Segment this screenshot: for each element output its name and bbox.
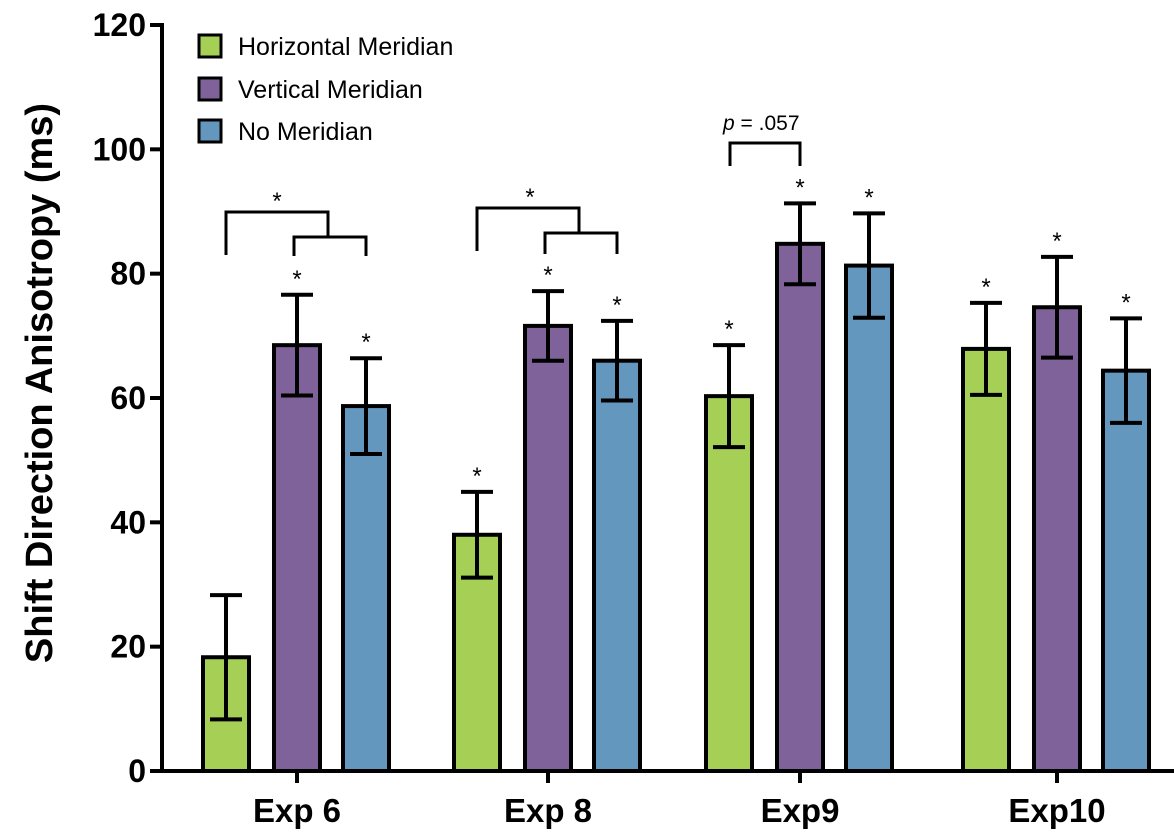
bracket-star: * [525,184,534,211]
y-tick-label: 60 [110,380,146,416]
bar [1032,305,1082,773]
y-tick-label: 20 [110,629,146,665]
axes: 0 20 40 60 80 100 120 Exp 6 Exp 8 Exp9 Exp10 [93,7,1174,829]
significance-star: * [795,174,804,201]
legend: Horizontal Meridian Vertical Meridian No M… [197,33,453,146]
y-tick-label: 120 [93,7,146,43]
significance-star: * [292,266,301,293]
bar [272,343,322,773]
significance-star: * [864,184,873,211]
bracket-star: * [272,188,281,215]
bars-layer: * * * * * * * * * * * [201,174,1151,773]
p-symbol: p [722,112,735,135]
bar [1101,368,1151,773]
comparison-bracket-outer [224,210,330,255]
comparison-bracket-outer [475,206,581,251]
significance-star: * [981,274,990,301]
legend-label: Vertical Meridian [238,76,423,104]
bar [592,358,642,773]
bar [844,263,894,773]
bar [961,346,1011,773]
x-category-label: Exp9 [761,792,840,829]
significance-star: * [612,292,621,319]
significance-star: * [543,262,552,289]
significance-star: * [472,463,481,490]
bar [341,404,391,773]
x-category-label: Exp 8 [504,792,592,829]
bar [775,241,825,773]
y-tick-label: 0 [128,753,146,789]
legend-swatch [197,76,223,102]
y-tick-label: 80 [110,256,146,292]
bar [704,394,754,773]
y-tick-label: 100 [93,131,146,167]
p-value-bracket [728,141,802,166]
legend-swatch [197,118,223,144]
significance-star: * [1052,228,1061,255]
legend-label: Horizontal Meridian [238,33,453,61]
bar [523,323,573,773]
legend-swatch [197,33,223,59]
p-value: = .057 [735,112,800,135]
p-value-label: p = .057 [722,112,800,135]
comparison-bracket-inner [543,231,619,254]
y-tick-label: 40 [110,504,146,540]
x-category-label: Exp10 [1008,792,1105,829]
significance-star: * [1121,289,1130,316]
significance-star: * [361,329,370,356]
y-axis-label: Shift Direction Anisotropy (ms) [19,103,61,663]
x-category-label: Exp 6 [253,792,341,829]
significance-star: * [724,316,733,343]
comparison-bracket-inner [292,235,368,256]
legend-label: No Meridian [238,118,373,146]
annotations-layer: * * p = .057 [224,112,802,256]
